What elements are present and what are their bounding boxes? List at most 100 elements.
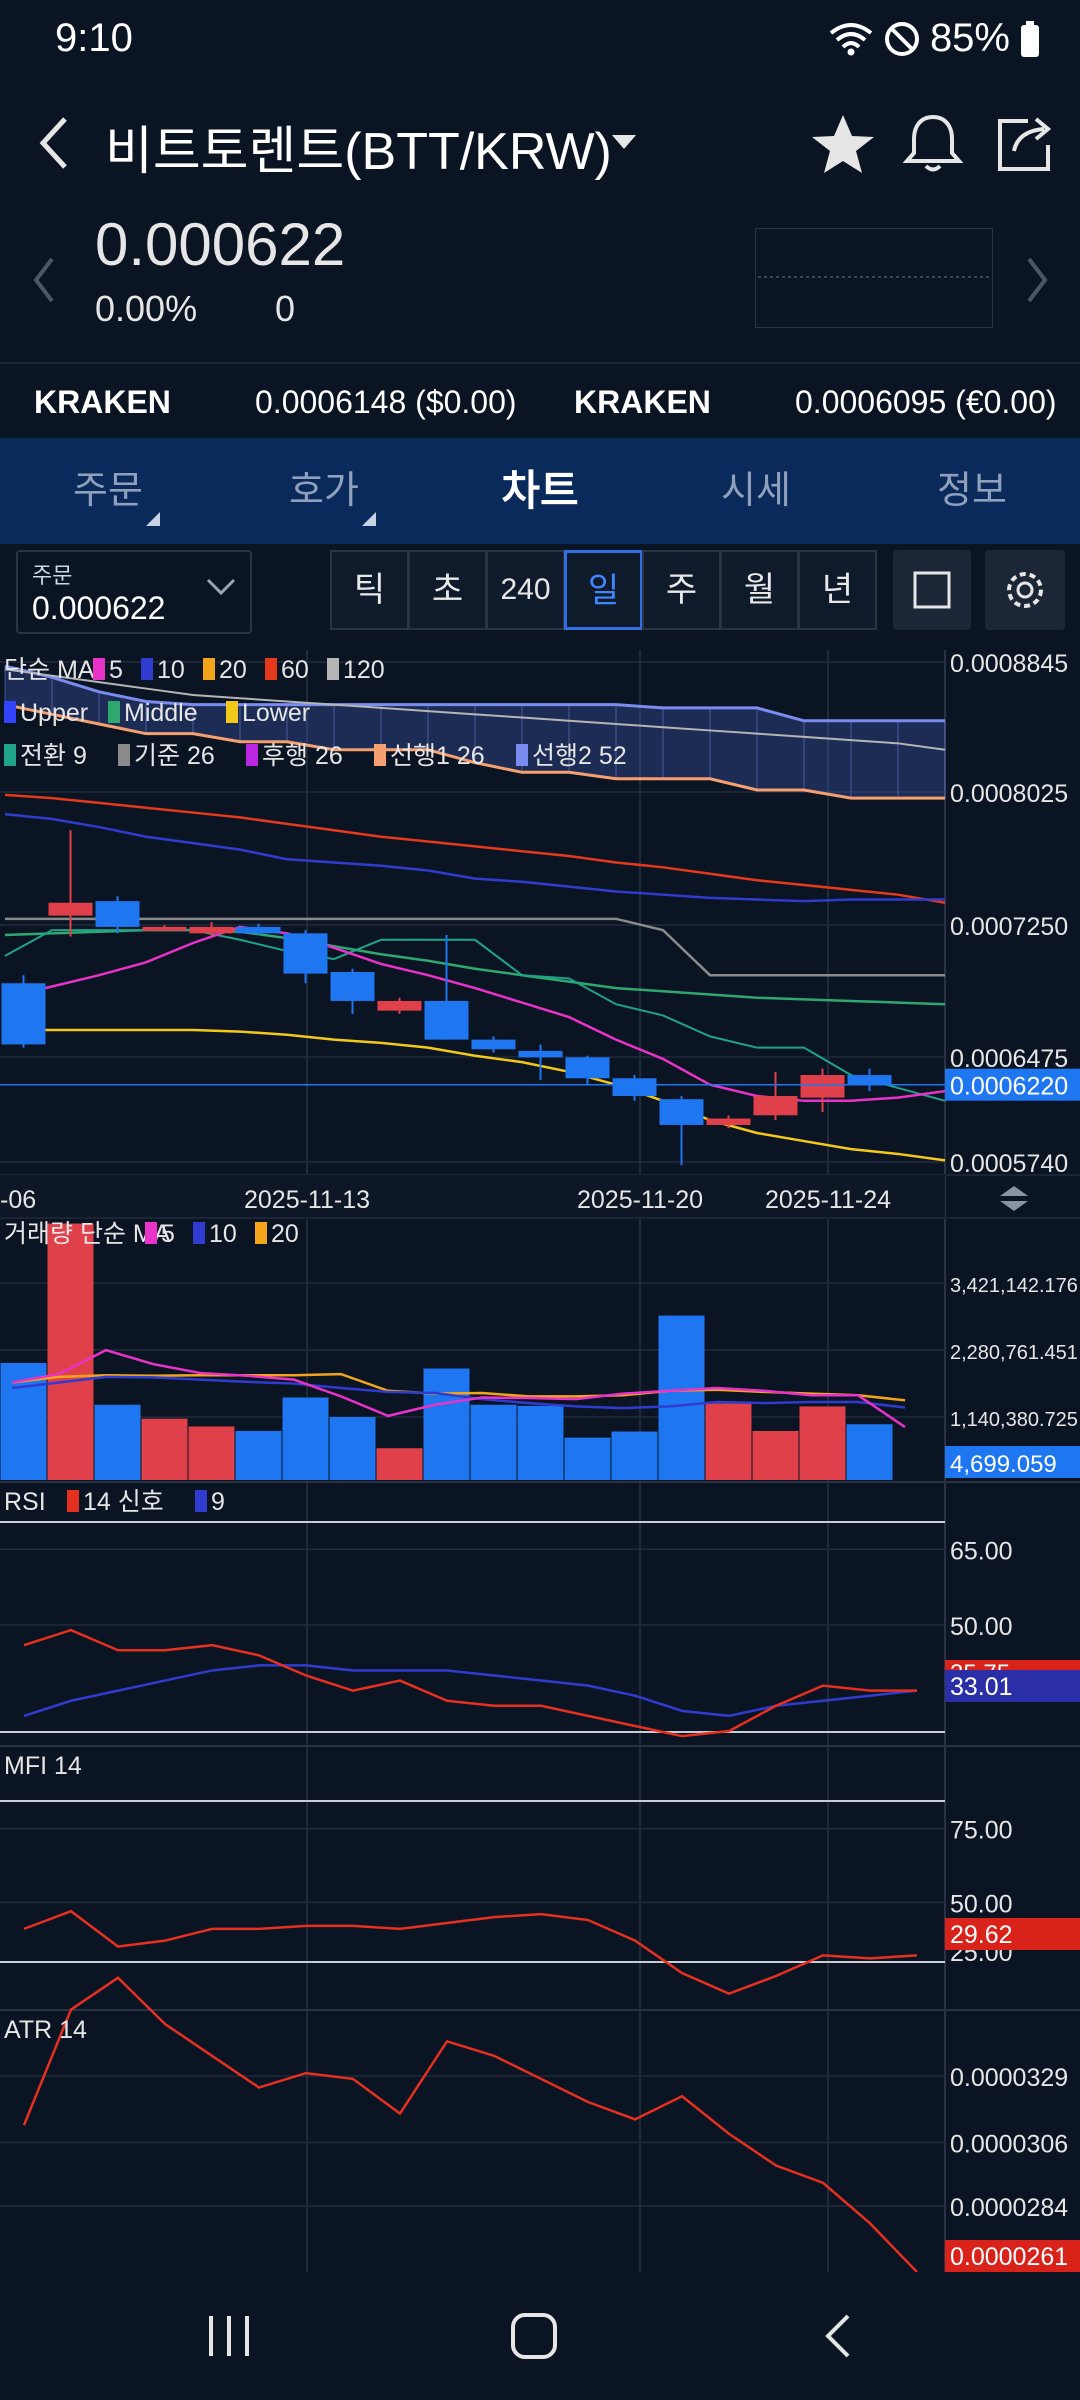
period-day[interactable]: 일 [564,550,643,630]
tab-info[interactable]: 정보 [937,470,1007,512]
volume-bar [423,1368,470,1480]
volume-ma5-line [11,1348,906,1429]
atr-line [22,1976,918,2272]
order-type-select[interactable]: 주문 0.000622 [16,550,252,634]
mfi-legend: MFI 14 [4,1752,82,1780]
volume-current-tag [945,1446,1080,1478]
order-select-label: 주문 [32,563,73,588]
price-tick-label: 0.0008845 [950,650,1068,678]
volume-bar [752,1430,799,1480]
period-month[interactable]: 월 [720,550,799,630]
recent-apps-icon[interactable] [205,2314,255,2358]
rsi-signal-line [23,1664,918,1718]
chart-area[interactable]: 0.00088450.00080250.00072500.00064750.00… [0,650,1080,2272]
mfi-tick-label: 50.00 [950,1890,1013,1918]
period-tick[interactable]: 틱 [330,550,409,630]
share-icon[interactable] [990,109,1060,179]
ma-legend-swatch [93,658,105,680]
star-icon[interactable] [808,109,878,179]
rsi-legend-prefix: RSI [4,1488,46,1516]
period-240min[interactable]: 240분 [486,550,565,682]
home-icon[interactable] [510,2312,558,2360]
candle-body [236,926,281,934]
bb-legend-label: Middle [124,699,198,727]
change-percent: 0.00% [95,288,198,329]
mfi-line [23,1909,918,1996]
volume-legend-label: 5 [161,1220,175,1248]
volume-bar [658,1315,705,1480]
status-time: 9:10 [55,16,133,60]
candle-body [424,1000,469,1040]
ichimoku-legend-label: 기준 26 [134,742,215,770]
bb-legend-swatch [4,701,16,723]
resize-up-icon [1000,1186,1028,1196]
app-header: 비트토렌트(BTT/KRW) [0,95,1080,195]
page-title[interactable]: 비트토렌트(BTT/KRW) [105,123,612,181]
volume-bar [564,1437,611,1480]
settings-button[interactable] [985,550,1065,630]
atr-current-tag [945,2240,1080,2272]
rsi-tick-label: 65.00 [950,1537,1013,1565]
volume-bar [705,1403,752,1480]
period-year[interactable]: 년 [798,550,877,630]
ichimoku-legend-swatch [4,744,16,766]
current-price-tag [945,1068,1080,1101]
dropdown-caret-icon[interactable] [612,135,636,151]
ma-legend-label: 5 [109,656,123,684]
senkou-a-line [4,703,945,800]
volume-bar [376,1448,423,1480]
ma-legend-swatch [265,658,277,680]
volume-legend-label: 10 [209,1220,237,1248]
atr-tick-label: 0.0000329 [950,2064,1068,2092]
fullscreen-button[interactable] [893,550,971,630]
back-icon[interactable] [35,113,75,173]
rsi-legend-label: 14 신호 [83,1488,164,1516]
ichimoku-legend-swatch [118,744,130,766]
dnd-icon [884,21,919,56]
tab-order[interactable]: 주문 [73,470,143,512]
volume-bar [470,1404,517,1480]
bell-icon[interactable] [898,109,968,179]
senkou-b-line [4,664,945,723]
candle-body [48,902,93,916]
ma-legend-label: 20 [219,656,247,684]
ma-legend-prefix: 단순 MA [4,656,95,684]
candle-body [471,1039,516,1050]
current-price: 0.000622 [95,211,346,278]
x-tick-label: 2025-11-20 [577,1186,703,1214]
price-tick-label: 0.0005740 [950,1150,1068,1178]
candle-body [95,901,140,927]
period-second[interactable]: 초 [408,550,487,630]
price-tick-label: 0.0006475 [950,1045,1068,1073]
volume-tick-label: 3,421,142.176 [950,1275,1078,1297]
rsi-line [23,1628,917,1738]
candle-body [612,1078,657,1096]
atr-tick-label: 0.0000284 [950,2194,1068,2222]
ichimoku-legend-swatch [516,744,528,766]
period-week[interactable]: 주 [642,550,721,630]
volume-legend-prefix: 거래량 단순 MA [4,1220,171,1248]
next-coin-icon[interactable] [1023,255,1051,305]
battery-icon [1021,20,1039,57]
prev-coin-icon[interactable] [30,255,58,305]
back-nav-icon[interactable] [820,2312,856,2360]
candle-body [518,1050,563,1058]
tab-chart[interactable]: 차트 [501,467,579,514]
tab-quotes[interactable]: 시세 [721,470,791,512]
exchange-prices: KRAKEN 0.0006148 ($0.00) KRAKEN 0.000609… [0,362,1080,436]
volume-bar [188,1426,235,1480]
ichimoku-legend-label: 선행2 52 [532,742,627,770]
ichimoku-legend-label: 전환 9 [20,742,87,770]
candle-body [189,926,234,934]
volume-ma10-line [11,1375,906,1410]
kijun-line [5,917,945,977]
candle-body [377,1000,422,1011]
rsi-legend-swatch [195,1490,207,1512]
ma10-line [4,812,945,903]
wifi-icon [829,22,873,55]
current-price-label: 0.0006220 [950,1073,1068,1101]
chart-controls: 주문 0.000622 틱 초 240분 일 주 월 년 [0,544,1080,682]
tab-orderbook[interactable]: 호가 [289,470,359,512]
volume-current-label: 4,699.059 [950,1451,1057,1478]
atr-legend: ATR 14 [4,2016,87,2044]
